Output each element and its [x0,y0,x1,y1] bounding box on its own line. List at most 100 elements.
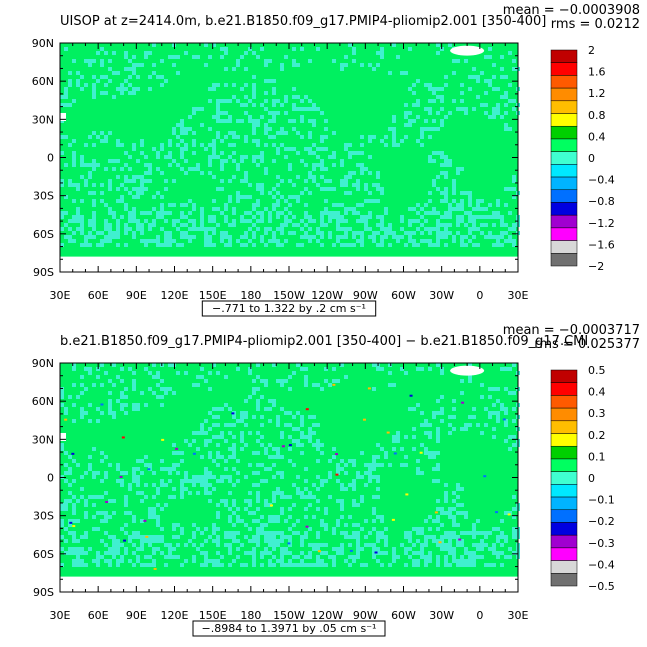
colorbar-swatch [550,227,578,241]
colorbar-label: −0.1 [588,494,615,507]
x-tick-label: 30E [50,289,71,302]
anomaly-dot [175,447,179,450]
x-tick-label: 120W [311,609,343,622]
mean-stat: mean = −0.0003717 [503,323,640,338]
mean-stat: mean = −0.0003908 [503,3,640,18]
colorbar-swatch [550,49,578,63]
colorbar-swatch [550,151,578,165]
x-tick-label: 60W [391,609,416,622]
bottom-map-panel: 30E 60E 90E 120E 150E 180 150W 120W 90W 60W 30W 0 30… [0,320,647,640]
colorbar-swatch [550,547,578,561]
colorbar-swatch [550,522,578,536]
contour-info-box [192,620,386,637]
anomaly-dot [405,493,409,496]
anomaly-dot [502,418,506,421]
colorbar-swatch [550,240,578,254]
anomaly-dot [349,549,353,552]
tick-marks [59,42,519,273]
anomaly-dot [161,438,165,441]
anomaly-dot [192,452,196,455]
y-tick-label: 90S [33,586,54,599]
colorbar-swatch [550,164,578,178]
chart-title: UISOP at z=2414.0m, b.e21.B1850.f09_g17.… [60,14,546,29]
anomaly-dot [507,513,511,516]
rms-stat: rms = 0.0212 [551,17,640,32]
colorbar-swatch [550,138,578,152]
y-tick-label: 90S [33,266,54,279]
x-tick-label: 120E [161,609,189,622]
colorbar-swatch [550,176,578,191]
colorbar-swatch [550,471,578,485]
anomaly-dot [287,542,291,545]
colorbar-swatch [550,62,578,76]
contour-info-text: −.8984 to 1.3971 by .05 cm s⁻¹ [202,622,377,635]
y-tick-label: 30S [33,510,54,523]
x-tick-label: 30E [508,609,529,622]
y-tick-label: 90N [32,37,54,50]
edge-blank [60,112,66,121]
anomaly-dot [69,521,73,524]
x-tick-label: 180 [240,289,261,302]
colorbar-label: −0.5 [588,580,615,593]
colorbar-label: 0.3 [588,407,606,420]
colorbar-swatch [550,420,578,434]
anomaly-dot [64,418,68,421]
colorbar-label: −1.2 [588,217,615,230]
x-tick-label: 120E [161,289,189,302]
colorbar-label: 0.1 [588,450,606,463]
anomaly-dot [367,387,371,390]
anomaly-dot [281,445,285,448]
chart-title: b.e21.B1850.f09_g17.PMIP4-pliomip2.001 [… [60,334,588,349]
y-tick-label: 30S [33,190,54,203]
colorbar-swatch [550,534,578,549]
colorbar-label: 0.4 [588,386,606,399]
colorbar-label: −1.6 [588,238,615,251]
colorbar-swatch [550,87,578,102]
colorbar-label: −0.4 [588,174,615,187]
y-tick-label: 30N [32,433,54,446]
anomaly-dot [409,394,413,397]
x-tick-label: 90W [353,289,378,302]
anomaly-dot [305,525,309,528]
x-tick-label: 30E [50,609,71,622]
colorbar-label: 0 [588,472,595,485]
colorbar-swatch [550,125,578,140]
anomaly-dot [231,412,235,415]
y-tick-label: 60S [33,228,54,241]
anomaly-dot [335,453,339,456]
anomaly-dot [147,468,151,471]
x-tick-label: 30W [429,289,454,302]
x-tick-label: 60W [391,289,416,302]
cyan-speckle [60,363,520,570]
x-tick-label: 90E [126,289,147,302]
colorbar-label: −0.8 [588,195,615,208]
rms-stat: rms = 0.025377 [534,337,640,352]
colorbar-swatch [550,573,578,587]
colorbar-label: 2 [588,44,595,57]
y-tick-label: 60N [32,75,54,88]
y-tick-label: 30N [32,113,54,126]
colorbar-swatch [550,75,578,89]
anomaly-dot [143,519,147,522]
x-tick-label: 0 [476,289,483,302]
anomaly-dot [270,504,274,507]
colorbar-swatch [550,189,578,203]
anomaly-dot [123,539,127,542]
y-tick-label: 0 [47,472,54,485]
colorbar-label: −0.4 [588,558,615,571]
x-tick-label: 150E [199,609,227,622]
anomaly-dot [288,444,292,447]
anomaly-dot [72,525,76,528]
anomaly-dot [362,418,366,421]
anomaly-dot [434,511,438,514]
map-svg: 30E 60E 90E 120E 150E 180 150W 120W 90W 60W 30W 0 30… [32,323,640,637]
map-svg: 30E 60E 90E 120E 150E 180 150W 120W 90W 60W 30W 0 30… [32,3,640,317]
y-tick-label: 60S [33,548,54,561]
anomaly-dot [374,551,378,554]
colorbar-swatch [550,214,578,229]
arctic-blank [450,45,485,56]
colorbar-label: 0.2 [588,429,606,442]
tick-marks [59,362,519,593]
colorbar-swatch [550,100,578,114]
x-tick-label: 90E [126,609,147,622]
